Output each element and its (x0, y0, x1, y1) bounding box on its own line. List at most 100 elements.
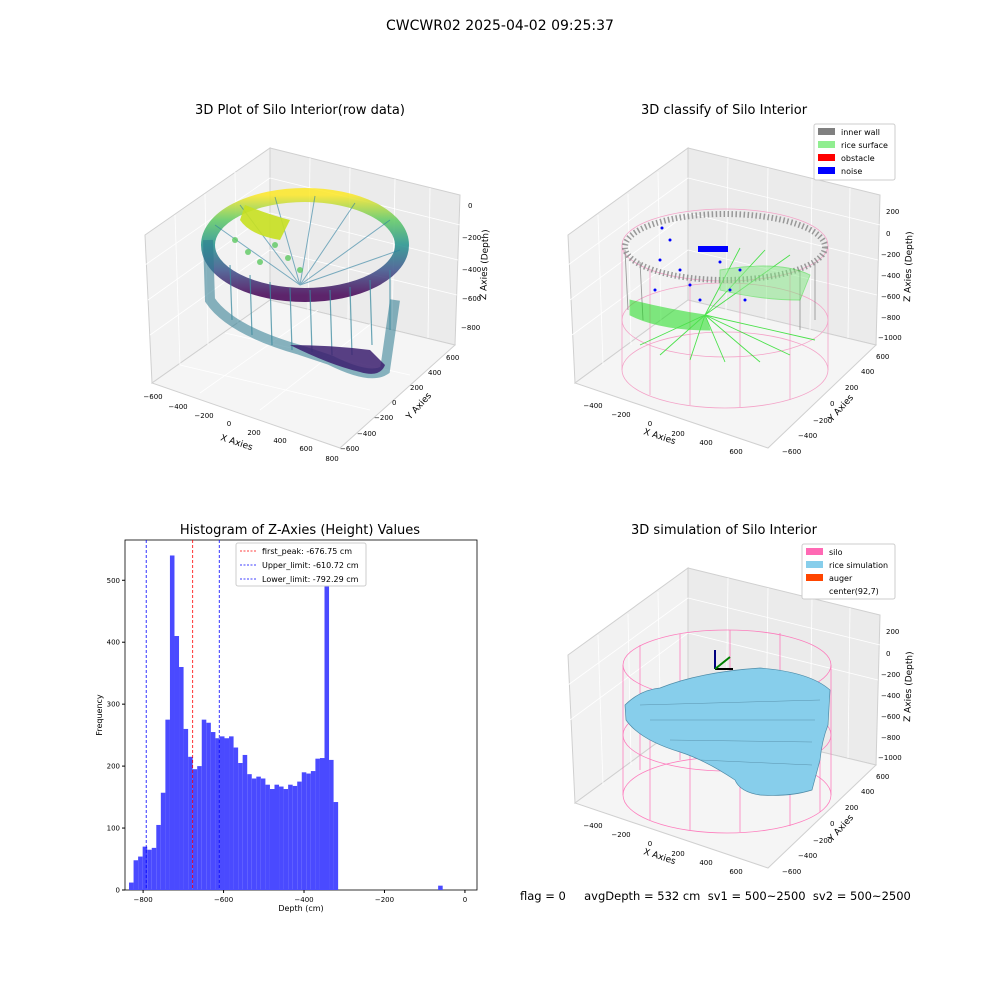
plot2-y-tick: −200 (813, 417, 832, 425)
plot4-z-tick: 200 (886, 628, 899, 636)
plot1-x-tick: −400 (168, 403, 187, 411)
plot4-x-tick: −400 (583, 822, 602, 830)
histogram-bar (283, 789, 289, 890)
legend-swatch-silo (806, 548, 823, 555)
plot4-rice-simulation-surface (624, 667, 831, 796)
y-tick-label: 100 (107, 825, 120, 833)
histogram-bar (133, 860, 139, 890)
histogram-bar (197, 766, 202, 890)
plot4-x-tick: 400 (699, 859, 712, 867)
histogram-bar (324, 572, 330, 890)
legend-upper-limit: Upper_limit: -610.72 cm (262, 561, 359, 570)
plot2-z-tick: 0 (886, 230, 890, 238)
plot2-y-label: Y Axies (826, 393, 856, 425)
plot2-noise-points (653, 226, 747, 302)
plot4-y-tick: −200 (813, 837, 832, 845)
plot1-title: 3D Plot of Silo Interior(row data) (195, 103, 405, 118)
plot4-z-tick: −400 (881, 692, 900, 700)
plot2-y-tick: 0 (830, 400, 834, 408)
histogram-bar (438, 885, 443, 890)
plot2-z-label: Z Axies (Depth) (903, 231, 915, 302)
plot2-x-tick: −400 (583, 402, 602, 410)
histogram-x-ticks: −800 −600 −400 −200 0 (133, 890, 467, 904)
legend-label: center(92,7) (829, 587, 879, 596)
histogram-bar (174, 636, 180, 890)
plot2-x-tick: 0 (648, 420, 652, 428)
histogram-bar (183, 728, 189, 890)
legend-first-peak: first_peak: -676.75 cm (262, 547, 352, 556)
y-tick-label: 300 (107, 701, 120, 709)
plot2-x-tick: 400 (699, 439, 712, 447)
plot1-z-tick: −600 (462, 295, 481, 303)
plot2-title: 3D classify of Silo Interior (640, 103, 808, 118)
legend-swatch-rice-surface (818, 141, 835, 148)
legend-label: inner wall (841, 128, 880, 137)
histogram-y-label: Frequency (95, 694, 104, 736)
histogram-bar (215, 738, 220, 890)
histogram-bar (210, 732, 216, 890)
plot4-y-tick: 600 (876, 773, 889, 781)
histogram-bar (265, 784, 270, 890)
legend-swatch-inner-wall (818, 128, 835, 135)
plot4-y-tick: 200 (845, 804, 858, 812)
histogram-bar (301, 772, 307, 890)
histogram-bar (129, 882, 134, 890)
plot4-z-tick: 0 (886, 650, 890, 658)
histogram-bar (238, 763, 243, 890)
plot1-z-tick: −800 (461, 324, 480, 332)
plot4-y-tick: −400 (798, 852, 817, 860)
histogram-bar (206, 722, 211, 890)
plot1-z-tick: −400 (462, 266, 481, 274)
histogram-chart[interactable]: −800 −600 −400 −200 0 0 100 200 300 400 500 Depth… (95, 539, 478, 913)
plot4-x-tick: −200 (611, 831, 630, 839)
plot2-legend[interactable]: inner wall rice surface obstacle noise (813, 123, 896, 181)
plot4-z-tick: −800 (881, 734, 900, 742)
plot1-y-tick: 400 (428, 369, 441, 377)
plot1-x-tick: 400 (273, 437, 286, 445)
histogram-bar (165, 719, 170, 890)
histogram-bar (201, 719, 207, 890)
plot4-y-tick: 400 (861, 788, 874, 796)
histogram-bar (169, 555, 175, 890)
plot2-z-tick: −800 (881, 314, 900, 322)
histogram-bar (219, 736, 225, 890)
histogram-bar (179, 666, 184, 890)
histogram-bar (274, 784, 280, 890)
plot4-x-tick: 600 (729, 868, 742, 876)
plot2-silo-wireframe (621, 208, 829, 409)
histogram-bar (147, 849, 152, 890)
plot1-z-tick: −200 (462, 234, 481, 242)
legend-label: silo (829, 548, 843, 557)
plot2-y-tick: 600 (876, 353, 889, 361)
plot1-y-tick: −400 (357, 430, 376, 438)
plot1-x-tick: 600 (299, 445, 312, 453)
histogram-bar (329, 759, 334, 890)
histogram-legend[interactable]: first_peak: -676.75 cm Upper_limit: -610… (235, 542, 367, 587)
histogram-bar (256, 776, 261, 890)
plot2-x-tick: 600 (729, 448, 742, 456)
histogram-bar (297, 781, 302, 890)
plot4-legend[interactable]: silo rice simulation auger center(92,7) (801, 543, 896, 600)
legend-swatch-noise (818, 167, 835, 174)
plot1-y-tick: −600 (340, 445, 359, 453)
x-tick-label: −600 (214, 896, 233, 904)
x-tick-label: 0 (463, 896, 467, 904)
plot4-y-tick: −600 (782, 868, 801, 876)
plot4-z-tick: −200 (881, 671, 900, 679)
histogram-bar (156, 824, 161, 890)
histogram-bar (151, 847, 157, 890)
plot1-point-cloud (201, 188, 409, 379)
plot4-z-tick: −600 (881, 713, 900, 721)
histogram-bar (315, 758, 320, 890)
legend-swatch-rice-simulation (806, 561, 823, 568)
status-footer: flag = 0 avgDepth = 532 cm sv1 = 500~250… (520, 889, 911, 903)
histogram-bar (292, 785, 298, 890)
plot1-x-tick: 200 (247, 429, 260, 437)
plot2-z-tick: −200 (881, 251, 900, 259)
histogram-bar (233, 747, 239, 890)
legend-swatch-auger (806, 574, 823, 581)
plot1-y-tick: 200 (410, 384, 423, 392)
plot4-x-tick: 200 (671, 850, 684, 858)
plot1-x-tick: 0 (227, 420, 231, 428)
